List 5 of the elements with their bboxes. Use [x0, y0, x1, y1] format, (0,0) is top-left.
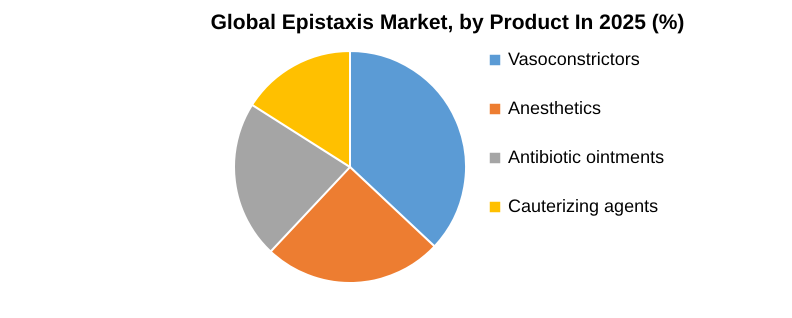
chart-title: Global Epistaxis Market, by Product In 2025 (%) — [210, 11, 684, 34]
legend-label: Anesthetics — [508, 98, 602, 118]
legend-label: Antibiotic ointments — [508, 147, 664, 167]
legend-label: Vasoconstrictors — [508, 49, 640, 69]
legend-label: Cauterizing agents — [508, 196, 658, 216]
